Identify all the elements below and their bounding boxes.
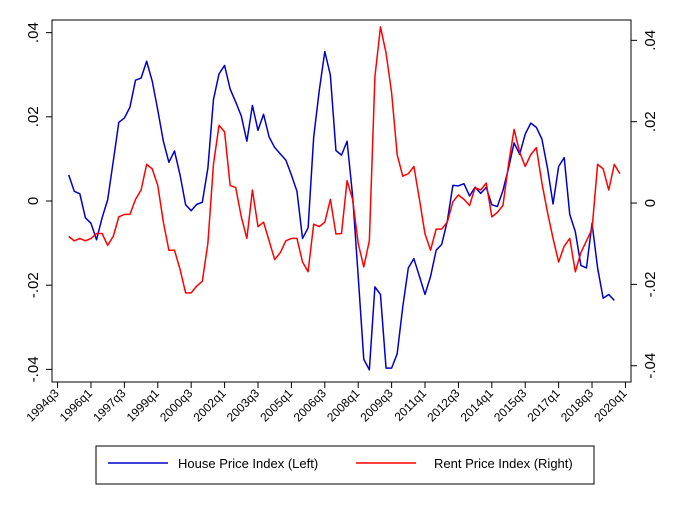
x-tick-label: 2003q3 — [224, 386, 262, 424]
legend-label-rent: Rent Price Index (Right) — [434, 456, 573, 471]
legend: House Price Index (Left) Rent Price Inde… — [95, 445, 595, 485]
x-tick-label: 2006q3 — [291, 386, 329, 424]
x-tick-label: 2009q3 — [358, 386, 396, 424]
y-right-tick-label: .04 — [642, 30, 659, 51]
x-tick-label: 2012q3 — [424, 386, 462, 424]
y-left-tick-label: 0 — [25, 197, 42, 205]
y-right-tick-label: .02 — [642, 111, 659, 132]
y-right-tick-label: 0 — [642, 199, 659, 207]
y-right-tick-label: -.04 — [642, 353, 659, 379]
x-tick-label: 2002q1 — [190, 386, 228, 424]
x-tick-label: 2011q1 — [392, 386, 430, 424]
house-price-series-line — [67, 50, 615, 371]
x-tick-label: 2015q3 — [491, 386, 529, 424]
legend-box — [95, 445, 595, 485]
rent-price-series-line — [68, 26, 621, 294]
legend-label-house: House Price Index (Left) — [178, 456, 318, 471]
x-tick-label: 1994q3 — [23, 386, 61, 424]
x-tick-label: 2020q1 — [591, 386, 629, 424]
y-left-tick-label: .04 — [25, 22, 42, 43]
x-tick-label: 1999q1 — [124, 386, 162, 424]
y-right-tick-label: -.02 — [642, 271, 659, 297]
x-tick-label: 2017q1 — [525, 386, 563, 424]
y-left-tick-label: .02 — [25, 106, 42, 127]
x-tick-label: 2005q1 — [257, 386, 295, 424]
x-tick-label: 2014q1 — [458, 386, 496, 424]
y-left-tick-label: -.02 — [25, 272, 42, 298]
x-tick-label: 1997q3 — [90, 386, 128, 424]
x-tick-label: 2018q3 — [558, 386, 596, 424]
x-tick-label: 2000q3 — [157, 386, 195, 424]
plot-area — [51, 19, 632, 383]
y-left-tick-label: -.04 — [25, 356, 42, 382]
x-tick-label: 2008q1 — [324, 386, 362, 424]
x-tick-label: 1996q1 — [57, 386, 95, 424]
